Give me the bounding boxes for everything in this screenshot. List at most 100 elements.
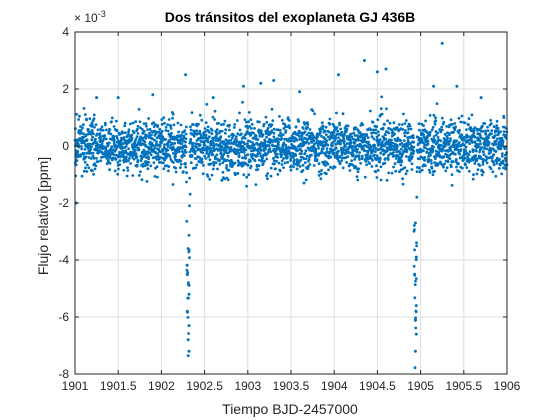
data-point	[77, 118, 80, 121]
data-point	[448, 157, 452, 161]
data-point	[99, 159, 103, 163]
data-point	[342, 139, 346, 143]
data-point	[84, 133, 88, 137]
data-point	[340, 159, 343, 163]
data-point	[303, 161, 307, 165]
y-tick-label: -4	[58, 253, 69, 267]
data-point	[124, 139, 127, 143]
data-point	[472, 158, 475, 162]
data-point	[450, 173, 454, 177]
data-point	[403, 166, 407, 170]
data-point	[103, 134, 107, 138]
data-point	[414, 304, 418, 308]
data-point	[325, 172, 328, 176]
data-point	[246, 153, 250, 157]
data-point	[141, 162, 145, 166]
y-tick-label: 2	[62, 82, 69, 96]
data-point	[289, 157, 293, 161]
data-point	[243, 118, 247, 121]
data-point	[344, 145, 347, 149]
data-point	[139, 159, 143, 163]
data-point	[430, 162, 433, 165]
data-point	[214, 161, 218, 165]
data-point	[180, 150, 184, 153]
data-point	[368, 162, 371, 166]
data-point	[273, 162, 276, 166]
data-point	[244, 148, 248, 152]
y-exponent-label: × 10-3	[74, 9, 106, 25]
data-point	[205, 102, 209, 106]
data-point	[242, 173, 246, 177]
data-point	[457, 162, 460, 166]
data-point	[116, 155, 120, 159]
data-point	[183, 129, 187, 133]
data-point	[203, 127, 207, 130]
data-point	[265, 157, 269, 161]
data-point	[162, 167, 166, 171]
data-point	[497, 132, 500, 136]
data-point	[376, 138, 379, 141]
data-point	[165, 155, 169, 159]
data-point	[467, 123, 470, 127]
data-point	[244, 156, 248, 160]
data-point	[87, 128, 90, 132]
data-point	[299, 158, 303, 162]
data-point	[387, 153, 390, 157]
data-point	[432, 135, 436, 138]
data-point	[300, 134, 304, 138]
data-point	[433, 169, 436, 173]
data-point	[276, 152, 279, 156]
data-point	[478, 150, 481, 154]
data-point	[214, 139, 218, 142]
data-point	[404, 129, 407, 132]
data-point	[383, 157, 387, 161]
data-point	[113, 169, 117, 173]
data-point	[229, 146, 233, 149]
data-point	[457, 141, 461, 145]
data-point	[399, 139, 402, 143]
data-point	[447, 142, 451, 146]
data-point	[411, 152, 415, 156]
data-point	[500, 154, 504, 158]
data-point	[326, 135, 330, 139]
data-point	[152, 156, 156, 159]
data-point	[225, 166, 228, 170]
data-point	[248, 140, 252, 143]
data-point	[259, 81, 263, 85]
data-point	[449, 139, 452, 143]
data-point	[341, 112, 345, 116]
data-point	[430, 166, 434, 170]
data-point	[172, 161, 175, 164]
data-point	[226, 145, 230, 149]
data-point	[141, 165, 145, 168]
data-point	[157, 148, 161, 151]
data-point	[329, 155, 333, 159]
data-point	[85, 151, 89, 155]
data-point	[257, 158, 261, 162]
data-point	[502, 166, 505, 170]
data-point	[203, 143, 207, 147]
data-point	[136, 132, 140, 135]
data-point	[200, 140, 204, 144]
data-point	[116, 137, 119, 140]
data-point	[481, 170, 485, 174]
data-point	[90, 138, 94, 142]
data-point	[402, 112, 405, 116]
data-point	[312, 139, 316, 143]
data-point	[495, 124, 499, 127]
y-tick-label: -6	[58, 310, 69, 324]
data-point	[467, 169, 471, 173]
data-point	[188, 141, 192, 145]
data-point	[161, 135, 165, 139]
data-point	[487, 141, 491, 144]
data-point	[301, 138, 304, 142]
data-point	[263, 140, 267, 144]
data-point	[179, 166, 182, 170]
data-point	[393, 145, 397, 149]
data-point	[87, 166, 91, 170]
data-point	[472, 173, 475, 177]
data-point	[245, 124, 249, 128]
data-point	[340, 130, 344, 134]
data-point	[233, 161, 237, 165]
